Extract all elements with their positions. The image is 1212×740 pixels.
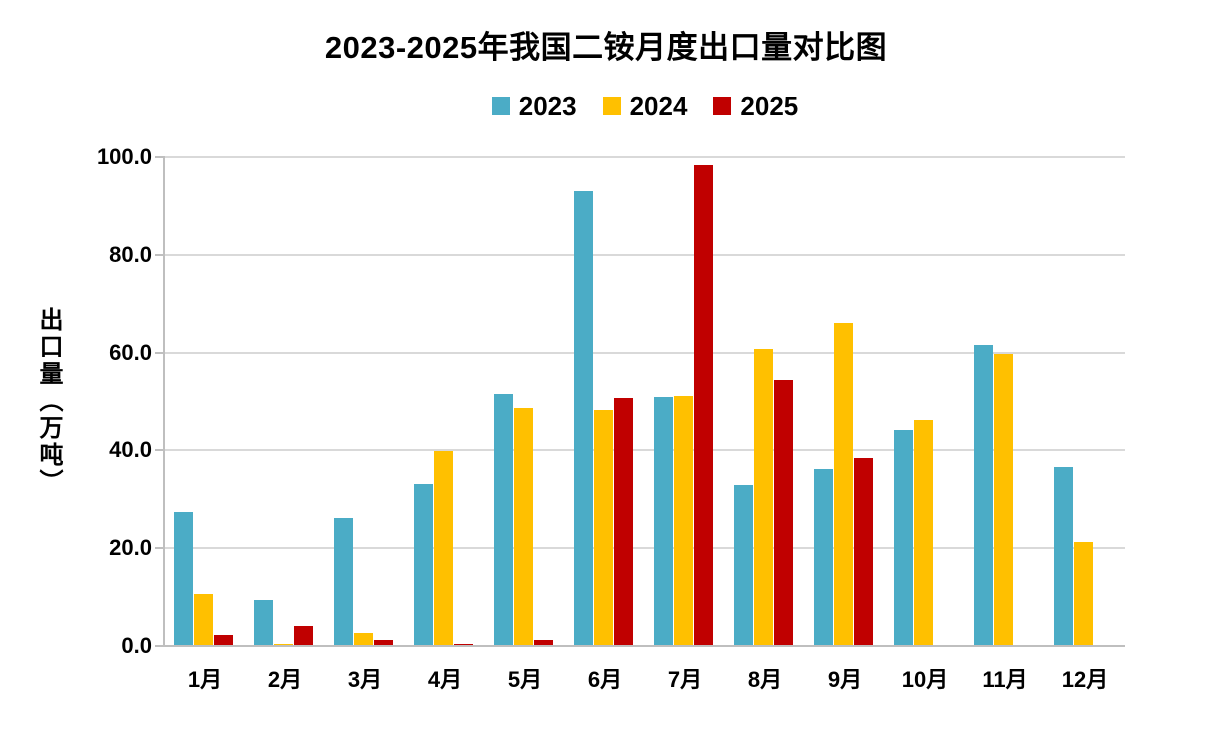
x-tick-label-5月: 5月 [507, 667, 543, 692]
bar-2023-10月 [894, 429, 913, 646]
y-tick-label-80.0: 80.0 [109, 241, 152, 267]
bar-2024-3月 [354, 632, 373, 646]
bar-2023-3月 [334, 518, 353, 646]
bar-2025-7月 [694, 165, 713, 646]
bar-2024-6月 [594, 409, 613, 646]
x-tick-label-4月: 4月 [427, 667, 463, 692]
bar-2023-11月 [974, 345, 993, 646]
bar-2025-3月 [374, 640, 393, 646]
bar-2025-9月 [854, 457, 873, 646]
bar-2023-7月 [654, 396, 673, 646]
y-axis-tick-20.0 [155, 547, 165, 550]
bar-2025-5月 [534, 640, 553, 646]
bar-2023-1月 [174, 512, 193, 646]
bar-2025-8月 [774, 379, 793, 646]
gridline-60.0 [165, 351, 1125, 354]
x-tick-label-11月: 11月 [982, 667, 1028, 692]
bar-2024-7月 [674, 395, 693, 646]
chart-title: 2023-2025年我国二铵月度出口量对比图 [324, 30, 888, 65]
y-axis-tick-100.0 [155, 156, 165, 158]
bar-2023-6月 [574, 191, 593, 646]
y-axis-tick-0.0 [155, 645, 165, 647]
bar-2025-1月 [214, 635, 233, 646]
legend-label-2023: 2023 [518, 91, 577, 121]
y-axis-tick-80.0 [155, 253, 165, 256]
legend-label-2025: 2025 [740, 91, 799, 121]
y-axis-title: 出口量（万吨） [35, 307, 62, 496]
bar-2023-5月 [494, 394, 513, 646]
bar-2023-12月 [1054, 466, 1073, 646]
legend-item-2023: 2023 [491, 91, 577, 121]
legend-item-2024: 2024 [602, 91, 688, 121]
bar-2024-2月 [274, 643, 293, 646]
bar-2024-8月 [754, 349, 773, 646]
x-tick-label-8月: 8月 [747, 667, 783, 692]
legend-swatch-2023-icon [491, 97, 510, 115]
bar-2024-5月 [514, 408, 533, 646]
bar-2023-8月 [734, 484, 753, 646]
legend: 2023 2024 2025 [165, 92, 1125, 120]
gridline-100.0 [165, 156, 1125, 158]
y-axis-line [163, 156, 165, 647]
x-tick-label-1月: 1月 [187, 667, 223, 692]
legend-label-2024: 2024 [629, 91, 688, 121]
x-tick-label-2月: 2月 [267, 667, 303, 692]
legend-swatch-2024-icon [602, 97, 621, 115]
bar-2023-2月 [254, 599, 273, 646]
legend-item-2025: 2025 [713, 92, 798, 120]
bar-2024-12月 [1074, 541, 1093, 646]
gridline-20.0 [165, 547, 1125, 550]
plot-area [155, 156, 1125, 647]
x-tick-label-3月: 3月 [347, 667, 383, 692]
legend-swatch-2025-icon [713, 97, 732, 115]
bar-2024-1月 [194, 594, 213, 646]
bar-2023-4月 [414, 484, 433, 646]
bar-2023-9月 [814, 468, 833, 646]
bar-2024-4月 [434, 450, 453, 646]
y-tick-label-0.0: 0.0 [121, 633, 152, 658]
x-tick-label-12月: 12月 [1061, 667, 1109, 692]
x-tick-label-6月: 6月 [587, 667, 623, 692]
gridline-80.0 [165, 253, 1125, 256]
x-tick-label-7月: 7月 [667, 667, 703, 692]
y-tick-label-100.0: 100.0 [96, 144, 152, 169]
bar-2024-10月 [914, 420, 933, 646]
bar-2024-11月 [994, 353, 1013, 646]
x-tick-label-9月: 9月 [827, 667, 863, 692]
y-tick-label-20.0: 20.0 [109, 535, 152, 561]
bar-2024-9月 [834, 323, 853, 646]
y-tick-label-60.0: 60.0 [109, 339, 152, 365]
bar-2025-6月 [614, 398, 633, 646]
y-tick-label-40.0: 40.0 [109, 437, 152, 463]
y-axis-tick-40.0 [155, 449, 165, 452]
y-axis-tick-60.0 [155, 351, 165, 354]
gridline-0.0 [165, 645, 1125, 647]
x-tick-label-10月: 10月 [901, 667, 949, 692]
bar-2025-2月 [294, 626, 313, 646]
gridline-40.0 [165, 449, 1125, 452]
